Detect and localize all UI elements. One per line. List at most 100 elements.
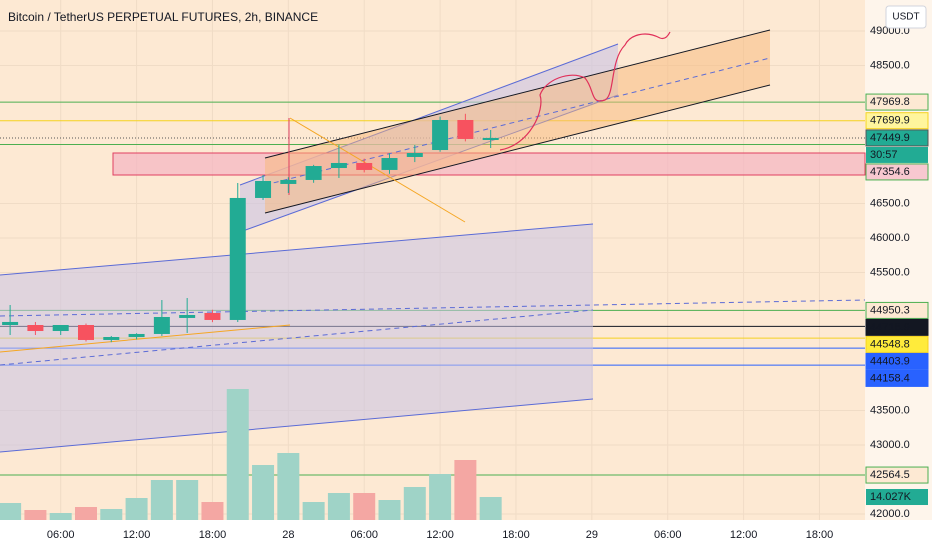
price-label-box [865,369,929,387]
volume-bar [353,493,376,520]
price-label: 47699.9 [870,115,910,127]
price-label-box [865,352,929,370]
price-axis [865,0,932,550]
drawings [0,29,866,453]
volume-bar [150,480,173,520]
candle-body [103,337,120,340]
candle-body [356,162,373,170]
candle-body [330,162,347,169]
price-label: 47354.6 [870,166,910,178]
price-label: 44403.9 [870,355,910,367]
candle-body [482,137,499,141]
candle-body [128,333,145,338]
x-tick-label: 12:00 [123,529,151,541]
trend-line [289,117,466,223]
volume-bar [327,493,350,520]
price-label-box [865,163,929,181]
volume-bar [74,507,97,520]
x-tick-label: 06:00 [350,529,378,541]
y-tick-label: 43500.0 [870,404,910,416]
volume-bar [479,497,502,520]
channel-line [264,29,771,159]
volume-bar [429,474,452,520]
volume-label-box [866,489,928,506]
volume-bar [252,465,275,520]
y-tick-label: 46500.0 [870,197,910,209]
volume-bar [302,502,325,520]
price-label: 47969.8 [870,96,910,108]
volume-bar [125,498,148,520]
candle-body [432,119,449,151]
candle-body [457,119,474,139]
time-axis [0,520,932,550]
price-label: 44158.4 [870,372,910,384]
candle-body [229,197,246,320]
price-label: 47449.9 [870,132,910,144]
candle-body [255,180,272,198]
y-tick-label: 46000.0 [870,232,910,244]
x-tick-label: 06:00 [47,529,75,541]
candle-body [77,325,94,340]
channel-line [0,398,594,453]
countdown: 30:57 [870,149,898,161]
candle-body [406,152,423,157]
channel-line [0,223,594,276]
x-tick-label: 06:00 [654,529,682,541]
channel-mid [0,309,594,366]
candle-body [52,325,69,332]
channel-line [264,84,771,214]
candle-body [27,325,44,332]
x-tick-label: 18:00 [502,529,530,541]
price-label-box [865,466,929,484]
price-label-box [865,318,929,336]
volume-bar [454,460,477,520]
price-label-box [865,335,929,353]
candle-body [153,316,170,334]
volume-bar [176,480,199,520]
x-tick-label: 12:00 [426,529,454,541]
x-tick-label: 28 [282,529,294,541]
countdown-box [866,146,928,163]
currency-button[interactable] [885,5,927,29]
freehand [499,31,671,151]
volume-label: 14.027K [870,491,912,503]
volume [0,389,502,520]
price-label: 44718.9 [870,321,910,333]
price-label-box [865,112,929,130]
candle-body [2,321,19,325]
y-tick-label: 43000.0 [870,439,910,451]
dashed-line [0,299,866,317]
volume-bar [24,510,47,520]
price-label-box [865,93,929,111]
trend-line [0,324,291,353]
volume-bar [403,487,426,520]
x-tick-label: 29 [586,529,598,541]
volume-bar [100,509,123,520]
price-label: 44950.3 [870,304,910,316]
price-label-box [865,301,929,319]
currency-label[interactable]: USDT [892,12,919,23]
volume-bar [201,502,224,520]
volume-bar [226,389,249,520]
volume-bar [378,500,401,520]
candle-body [305,166,322,180]
candle-body [280,179,297,184]
channel-mid [264,57,771,186]
x-tick-label: 18:00 [806,529,834,541]
price-label: 44548.8 [870,338,910,350]
y-tick-label: 42000.0 [870,508,910,520]
volume-bar [49,513,72,520]
x-tick-label: 18:00 [199,529,227,541]
y-tick-label: 48500.0 [870,59,910,71]
y-tick-label: 45500.0 [870,266,910,278]
volume-bar [0,503,22,520]
chart-title: Bitcoin / TetherUS PERPETUAL FUTURES, 2h… [8,10,318,24]
candle-body [204,312,221,320]
candle-body [179,314,196,318]
candles [2,113,499,343]
x-tick-label: 12:00 [730,529,758,541]
volume-bar [277,453,300,520]
price-label-box [865,129,929,147]
candle-body [381,158,398,170]
